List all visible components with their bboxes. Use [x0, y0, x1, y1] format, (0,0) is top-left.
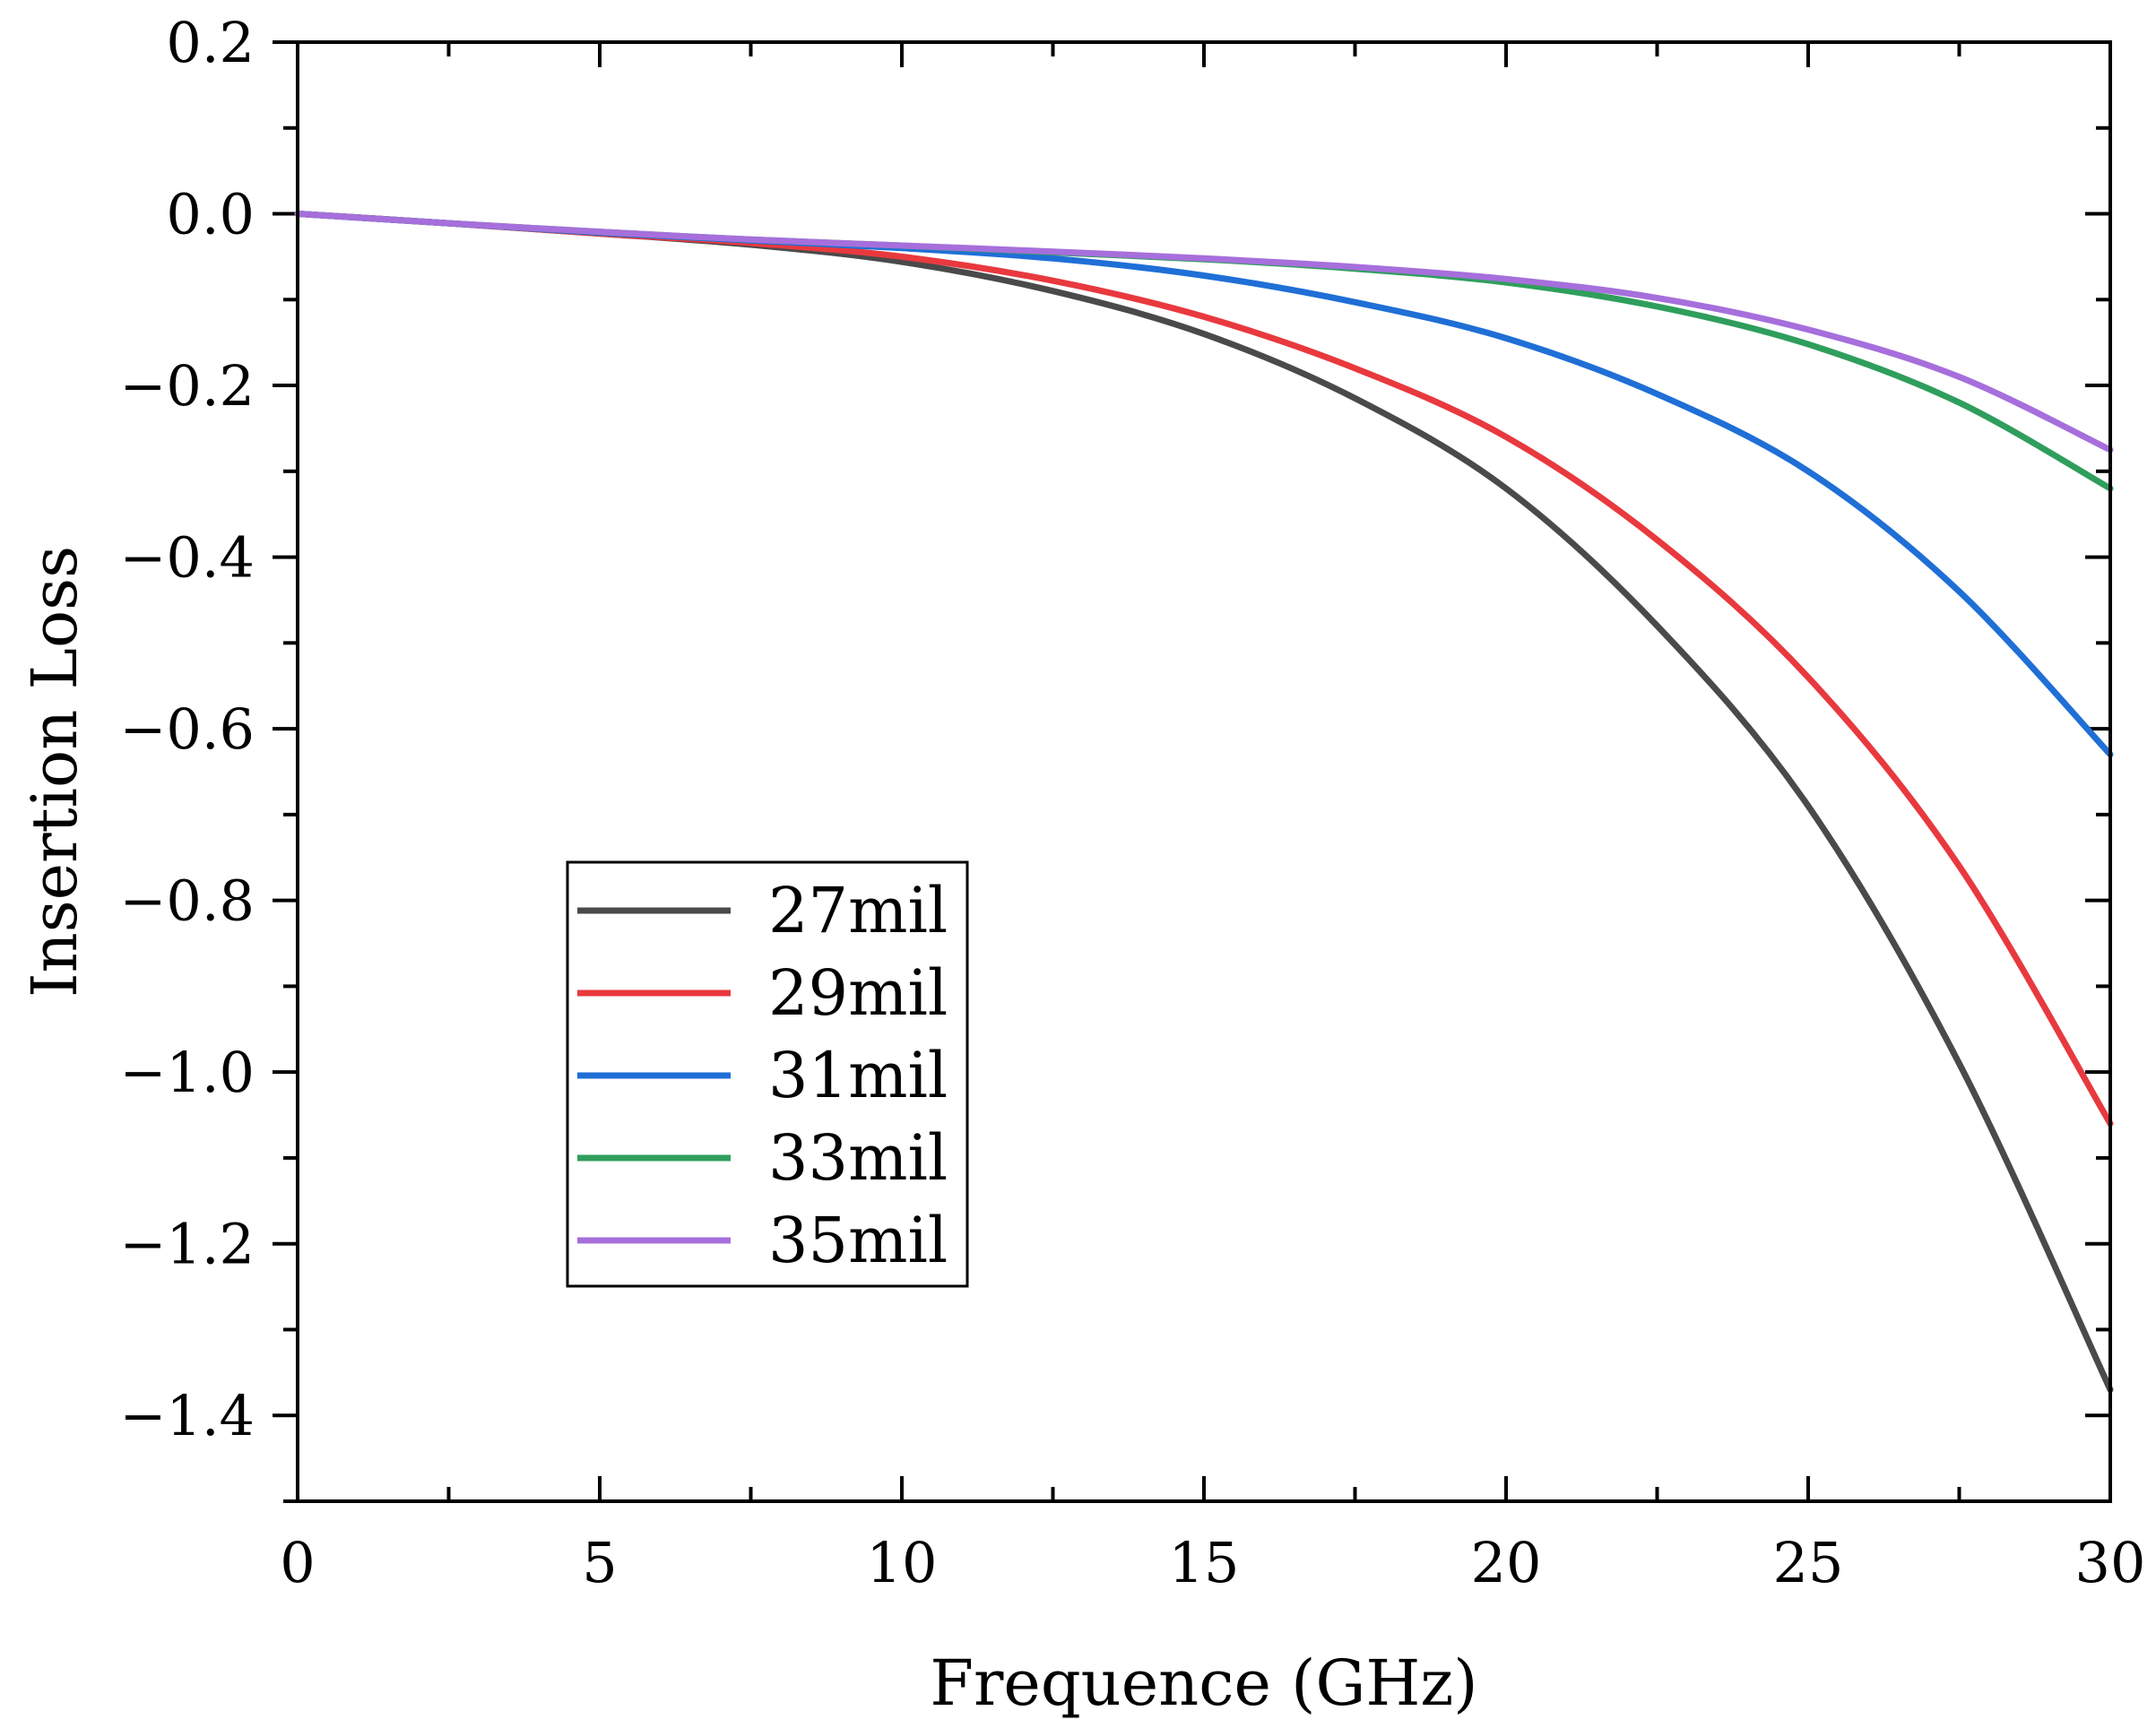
y-tick-label: −0.6 [119, 696, 255, 762]
y-tick-label: −0.4 [119, 525, 255, 591]
legend-label-35mil: 35mil [768, 1204, 948, 1277]
y-tick-label: −0.2 [119, 353, 255, 419]
x-tick-label: 5 [582, 1530, 617, 1595]
y-tick-label: 0.2 [166, 10, 255, 75]
x-tick-label: 15 [1169, 1530, 1240, 1595]
x-tick-label: 10 [867, 1530, 938, 1595]
x-tick-label: 25 [1773, 1530, 1844, 1595]
y-axis-title: Insertion Loss [18, 546, 91, 998]
y-tick-label: −1.2 [119, 1212, 255, 1277]
series-lines [294, 211, 2114, 1393]
legend-label-31mil: 31mil [768, 1039, 948, 1112]
legend-label-27mil: 27mil [768, 874, 948, 947]
plot-frame [296, 40, 2112, 1503]
x-tick-label: 20 [1471, 1530, 1542, 1595]
legend-label-33mil: 33mil [768, 1121, 948, 1195]
legend-label-29mil: 29mil [768, 956, 948, 1030]
y-tick-label: −1.0 [119, 1040, 255, 1105]
y-tick-label: −1.4 [119, 1383, 255, 1448]
legend: 27mil 29mil 31mil 33mil 35mil [566, 860, 969, 1288]
y-tick-label: −0.8 [119, 868, 255, 934]
x-tick-label: 0 [280, 1530, 315, 1595]
axis-ticks [273, 40, 2112, 1503]
series-line-35mil [294, 211, 2114, 454]
x-tick-label: 30 [2075, 1530, 2146, 1595]
tick-labels: 0 5 10 15 20 25 30 0.2 0.0 −0.2 −0.4 −0.6 −0.8 −1.0 −1… [119, 10, 2145, 1595]
x-axis-title: Frequence (GHz) [930, 1646, 1477, 1720]
y-tick-label: 0.0 [166, 182, 255, 247]
